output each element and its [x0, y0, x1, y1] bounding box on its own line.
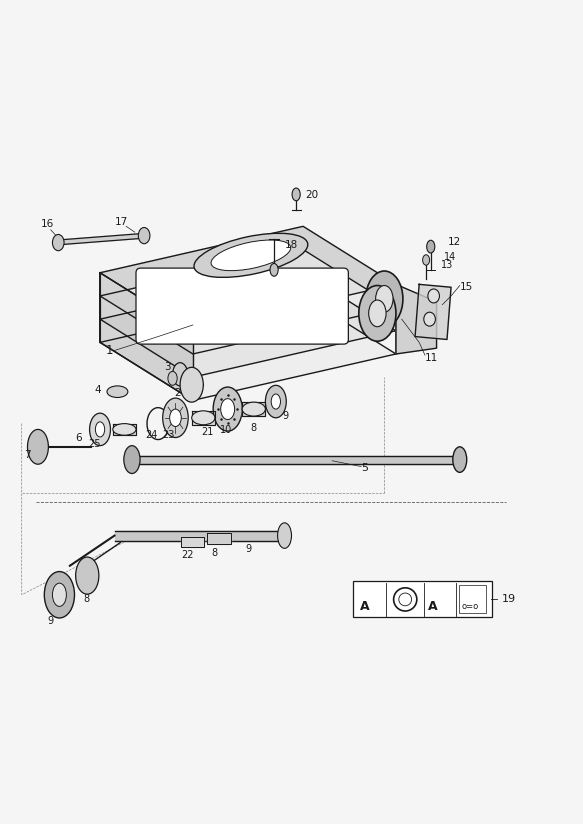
Polygon shape [396, 284, 437, 354]
Ellipse shape [265, 386, 286, 418]
Ellipse shape [292, 188, 300, 201]
Ellipse shape [163, 398, 188, 438]
Polygon shape [114, 531, 285, 541]
Text: 10: 10 [220, 425, 232, 435]
Ellipse shape [399, 593, 412, 606]
Text: 9: 9 [245, 545, 251, 555]
Ellipse shape [213, 387, 242, 431]
Text: 24: 24 [145, 430, 157, 440]
Ellipse shape [90, 413, 110, 446]
Text: 11: 11 [425, 353, 438, 363]
Ellipse shape [138, 227, 150, 244]
Ellipse shape [211, 240, 291, 270]
Text: A: A [429, 601, 438, 613]
Text: 8: 8 [212, 548, 217, 558]
Ellipse shape [368, 300, 386, 326]
Text: 18: 18 [285, 241, 298, 250]
Polygon shape [55, 233, 147, 245]
Text: 12: 12 [448, 236, 461, 247]
Text: 14: 14 [444, 252, 456, 262]
Ellipse shape [375, 285, 393, 312]
Text: 13: 13 [441, 260, 454, 270]
Ellipse shape [270, 264, 278, 276]
Ellipse shape [366, 271, 403, 326]
Polygon shape [192, 411, 215, 424]
Ellipse shape [76, 557, 99, 594]
Polygon shape [100, 250, 396, 354]
Ellipse shape [453, 447, 467, 472]
Polygon shape [100, 273, 396, 377]
Text: A: A [360, 601, 370, 613]
Polygon shape [129, 456, 460, 464]
Ellipse shape [394, 588, 417, 611]
FancyBboxPatch shape [459, 586, 486, 613]
Ellipse shape [124, 446, 140, 474]
Text: 15: 15 [460, 282, 473, 293]
Text: 4: 4 [94, 386, 101, 396]
Text: 22: 22 [181, 550, 194, 560]
Text: 25: 25 [89, 439, 101, 449]
Ellipse shape [192, 411, 215, 424]
Ellipse shape [194, 233, 308, 278]
Text: 8: 8 [251, 423, 257, 433]
Polygon shape [208, 532, 231, 545]
Ellipse shape [180, 368, 203, 402]
Text: 17: 17 [114, 218, 128, 227]
Text: 9: 9 [48, 616, 54, 625]
Ellipse shape [221, 399, 234, 419]
Text: 6: 6 [75, 433, 82, 443]
Text: 7: 7 [24, 451, 31, 461]
Text: 21: 21 [202, 427, 214, 438]
Polygon shape [113, 424, 136, 435]
Text: 19: 19 [501, 594, 516, 604]
Text: 23: 23 [163, 430, 175, 440]
Ellipse shape [113, 424, 136, 435]
Ellipse shape [27, 429, 48, 464]
Ellipse shape [423, 255, 430, 265]
Text: 1: 1 [106, 344, 113, 357]
FancyBboxPatch shape [136, 268, 349, 344]
Text: 9: 9 [282, 411, 289, 421]
Text: 20: 20 [305, 190, 318, 200]
Ellipse shape [242, 402, 265, 416]
Polygon shape [181, 536, 205, 546]
Ellipse shape [168, 372, 177, 386]
Polygon shape [415, 284, 451, 339]
Ellipse shape [52, 235, 64, 250]
Polygon shape [100, 273, 193, 400]
Ellipse shape [359, 285, 396, 341]
Text: 3: 3 [164, 363, 170, 372]
Polygon shape [100, 296, 396, 400]
Ellipse shape [271, 394, 280, 409]
Ellipse shape [428, 289, 440, 303]
Ellipse shape [96, 422, 105, 437]
Text: 16: 16 [41, 219, 54, 230]
Text: o=o: o=o [462, 602, 479, 611]
Text: 5: 5 [361, 463, 368, 473]
Text: 8: 8 [84, 594, 90, 604]
Polygon shape [100, 227, 396, 330]
Ellipse shape [52, 583, 66, 606]
Polygon shape [242, 402, 265, 416]
Ellipse shape [170, 409, 181, 427]
Ellipse shape [278, 522, 292, 548]
Ellipse shape [107, 386, 128, 397]
Ellipse shape [173, 363, 188, 386]
Ellipse shape [424, 312, 436, 326]
Text: 2: 2 [174, 388, 181, 398]
Ellipse shape [44, 572, 75, 618]
Ellipse shape [427, 241, 435, 253]
FancyBboxPatch shape [353, 582, 491, 617]
